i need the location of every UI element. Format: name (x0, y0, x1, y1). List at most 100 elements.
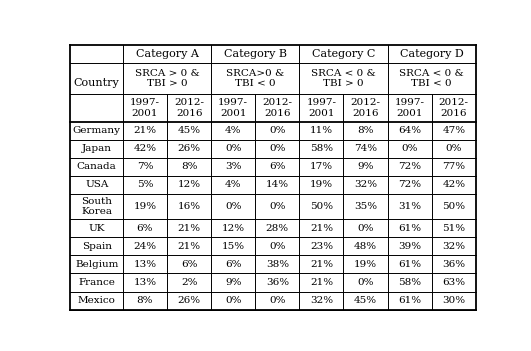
Text: Category A: Category A (135, 49, 199, 59)
Text: 12%: 12% (221, 224, 245, 233)
Text: 58%: 58% (310, 144, 333, 153)
Text: 50%: 50% (442, 202, 465, 211)
Text: 61%: 61% (398, 296, 421, 305)
Text: SRCA < 0 &
TBI < 0: SRCA < 0 & TBI < 0 (399, 69, 464, 88)
Text: 0%: 0% (269, 202, 286, 211)
Text: Germany: Germany (73, 126, 121, 135)
Text: 63%: 63% (442, 278, 465, 287)
Text: 50%: 50% (310, 202, 333, 211)
Text: 74%: 74% (354, 144, 377, 153)
Text: 47%: 47% (442, 126, 465, 135)
Text: 45%: 45% (354, 296, 377, 305)
Text: Category C: Category C (312, 49, 375, 59)
Text: 0%: 0% (446, 144, 462, 153)
Text: 16%: 16% (177, 202, 201, 211)
Text: 21%: 21% (310, 224, 333, 233)
Text: 9%: 9% (225, 278, 242, 287)
Text: 19%: 19% (310, 180, 333, 190)
Text: SRCA < 0 &
TBI > 0: SRCA < 0 & TBI > 0 (311, 69, 376, 88)
Text: Category B: Category B (224, 49, 287, 59)
Text: 2%: 2% (181, 278, 198, 287)
Text: SRCA>0 &
TBI < 0: SRCA>0 & TBI < 0 (226, 69, 285, 88)
Text: 35%: 35% (354, 202, 377, 211)
Text: 19%: 19% (354, 260, 377, 269)
Text: 6%: 6% (181, 260, 198, 269)
Text: 8%: 8% (181, 163, 198, 171)
Text: 21%: 21% (310, 278, 333, 287)
Text: 23%: 23% (310, 242, 333, 251)
Text: 2012-
2016: 2012- 2016 (174, 98, 204, 118)
Text: 72%: 72% (398, 163, 421, 171)
Text: 1997-
2001: 1997- 2001 (395, 98, 425, 118)
Text: 38%: 38% (266, 260, 289, 269)
Text: 6%: 6% (225, 260, 242, 269)
Text: 0%: 0% (357, 224, 374, 233)
Text: 64%: 64% (398, 126, 421, 135)
Text: Spain: Spain (82, 242, 112, 251)
Text: 0%: 0% (269, 296, 286, 305)
Text: 26%: 26% (177, 144, 201, 153)
Text: 13%: 13% (133, 278, 157, 287)
Text: 0%: 0% (225, 144, 242, 153)
Text: 58%: 58% (398, 278, 421, 287)
Text: 42%: 42% (133, 144, 157, 153)
Text: 24%: 24% (133, 242, 157, 251)
Text: 39%: 39% (398, 242, 421, 251)
Text: 0%: 0% (269, 144, 286, 153)
Text: 4%: 4% (225, 180, 242, 190)
Text: 21%: 21% (310, 260, 333, 269)
Text: 31%: 31% (398, 202, 421, 211)
Text: 12%: 12% (177, 180, 201, 190)
Text: 2012-
2016: 2012- 2016 (439, 98, 469, 118)
Text: 32%: 32% (354, 180, 377, 190)
Text: 48%: 48% (354, 242, 377, 251)
Text: 45%: 45% (177, 126, 201, 135)
Text: 51%: 51% (442, 224, 465, 233)
Text: 30%: 30% (442, 296, 465, 305)
Text: 8%: 8% (357, 126, 374, 135)
Text: 77%: 77% (442, 163, 465, 171)
Text: 72%: 72% (398, 180, 421, 190)
Text: 0%: 0% (225, 202, 242, 211)
Text: 42%: 42% (442, 180, 465, 190)
Text: 28%: 28% (266, 224, 289, 233)
Text: 7%: 7% (136, 163, 153, 171)
Text: 0%: 0% (269, 126, 286, 135)
Text: 6%: 6% (136, 224, 153, 233)
Text: 21%: 21% (177, 242, 201, 251)
Text: 3%: 3% (225, 163, 242, 171)
Text: Category D: Category D (400, 49, 464, 59)
Text: 19%: 19% (133, 202, 157, 211)
Text: 61%: 61% (398, 260, 421, 269)
Text: 13%: 13% (133, 260, 157, 269)
Text: France: France (78, 278, 115, 287)
Text: UK: UK (89, 224, 105, 233)
Text: Country: Country (74, 78, 119, 88)
Text: 21%: 21% (133, 126, 157, 135)
Text: 26%: 26% (177, 296, 201, 305)
Text: 1997-
2001: 1997- 2001 (130, 98, 160, 118)
Text: 0%: 0% (269, 242, 286, 251)
Text: 17%: 17% (310, 163, 333, 171)
Text: 0%: 0% (225, 296, 242, 305)
Text: 15%: 15% (221, 242, 245, 251)
Text: 8%: 8% (136, 296, 153, 305)
Text: 9%: 9% (357, 163, 374, 171)
Text: 0%: 0% (401, 144, 418, 153)
Text: SRCA > 0 &
TBI > 0: SRCA > 0 & TBI > 0 (135, 69, 200, 88)
Text: Belgium: Belgium (75, 260, 118, 269)
Text: 61%: 61% (398, 224, 421, 233)
Text: 0%: 0% (357, 278, 374, 287)
Text: 1997-
2001: 1997- 2001 (218, 98, 248, 118)
Text: 2012-
2016: 2012- 2016 (350, 98, 381, 118)
Text: 4%: 4% (225, 126, 242, 135)
Text: 11%: 11% (310, 126, 333, 135)
Text: Mexico: Mexico (78, 296, 116, 305)
Text: 21%: 21% (177, 224, 201, 233)
Text: 36%: 36% (442, 260, 465, 269)
Text: Japan: Japan (82, 144, 112, 153)
Text: 32%: 32% (442, 242, 465, 251)
Text: 5%: 5% (136, 180, 153, 190)
Text: 32%: 32% (310, 296, 333, 305)
Text: 1997-
2001: 1997- 2001 (306, 98, 337, 118)
